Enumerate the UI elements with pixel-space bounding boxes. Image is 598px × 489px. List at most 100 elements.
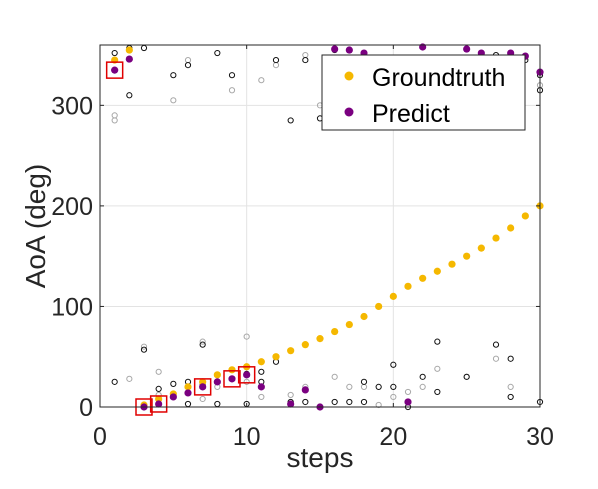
black-circle-point	[346, 398, 353, 406]
y-tick-label: 200	[51, 193, 93, 221]
predict-point	[199, 383, 207, 391]
y-tick-label: 100	[51, 293, 93, 321]
groundtruth-point	[521, 212, 529, 220]
gray-circle-point	[258, 393, 265, 401]
series-predict	[111, 43, 544, 411]
highlight-box	[223, 370, 241, 388]
x-tick-label: 10	[233, 423, 261, 451]
black-circle-point	[287, 117, 294, 124]
gray-circle-point	[243, 378, 250, 385]
groundtruth-point	[125, 46, 133, 54]
highlight-box	[149, 395, 168, 413]
black-circle-point	[390, 361, 397, 368]
groundtruth-point	[463, 252, 471, 260]
plot-frame	[99, 44, 541, 408]
groundtruth-point	[360, 312, 368, 321]
groundtruth-point	[419, 274, 427, 282]
groundtruth-point	[331, 327, 339, 336]
predict-point	[155, 400, 163, 408]
black-circle-point	[155, 385, 162, 392]
groundtruth-point	[477, 244, 485, 252]
groundtruth-point	[155, 395, 163, 403]
highlight-box	[105, 61, 124, 79]
groundtruth-point	[184, 383, 192, 391]
groundtruth-point	[507, 224, 515, 232]
gray-circle-point	[507, 383, 514, 390]
gray-circle-point	[375, 401, 382, 409]
gray-circle-point	[170, 97, 177, 104]
predict-point	[257, 383, 265, 391]
predict-point	[228, 375, 236, 383]
groundtruth-point	[492, 234, 500, 242]
black-circle-point	[184, 62, 192, 69]
predict-point	[301, 386, 309, 394]
gray-circle-point	[390, 393, 397, 401]
black-circle-point	[111, 378, 118, 385]
groundtruth-point	[375, 302, 383, 311]
legend-marker-predict	[344, 107, 354, 117]
black-circle-point	[375, 383, 382, 390]
black-circle-point	[214, 49, 221, 57]
predict-point	[243, 371, 251, 379]
highlight-box	[237, 366, 256, 384]
black-circle-point	[302, 398, 309, 406]
black-circle-point	[463, 373, 470, 380]
series-black-points	[111, 44, 544, 411]
predict-point	[463, 45, 471, 53]
black-circle-point	[302, 56, 309, 64]
black-circle-point	[360, 398, 368, 406]
predict-point	[111, 66, 119, 74]
gray-circle-point	[199, 338, 206, 345]
gray-circle-point	[287, 391, 294, 399]
y-tick-label: 300	[51, 92, 93, 120]
black-circle-point	[140, 346, 148, 353]
predict-point	[125, 55, 133, 63]
predict-point	[404, 398, 412, 406]
gray-circle-point	[111, 117, 118, 124]
legend-label-groundtruth: Groundtruth	[372, 64, 505, 92]
groundtruth-point	[301, 341, 309, 349]
gray-circle-point	[404, 388, 412, 396]
black-circle-point	[331, 398, 338, 406]
black-circle-point	[170, 380, 177, 387]
gray-circle-point	[243, 333, 250, 340]
gray-circle-point	[492, 355, 500, 362]
black-circle-point	[228, 72, 236, 79]
black-circle-point	[170, 72, 177, 79]
groundtruth-point	[213, 371, 221, 379]
gray-circle-point	[346, 383, 353, 390]
predict-point	[169, 393, 177, 401]
black-circle-point	[434, 338, 441, 345]
legend: Groundtruth Predict	[321, 54, 526, 131]
groundtruth-point	[448, 260, 456, 268]
gray-circle-point	[155, 368, 162, 375]
x-tick-label: 0	[93, 423, 107, 451]
black-circle-point	[507, 393, 514, 401]
legend-marker-groundtruth	[344, 71, 354, 81]
groundtruth-point	[316, 335, 324, 343]
predict-point	[419, 43, 427, 51]
gray-circle-point	[199, 395, 206, 403]
gray-circle-point	[126, 375, 133, 382]
x-tick-label: 30	[526, 423, 554, 451]
gray-circle-point	[331, 373, 338, 380]
gray-circle-point	[419, 383, 426, 390]
black-circle-point	[111, 49, 118, 57]
predict-point	[345, 46, 353, 54]
black-circle-point	[419, 373, 426, 380]
black-circle-point	[360, 378, 368, 385]
gray-circle-point	[228, 87, 236, 94]
gray-circle-point	[140, 343, 148, 350]
legend-label-predict: Predict	[372, 100, 450, 128]
groundtruth-point	[228, 366, 236, 374]
y-axis-label: AoA (deg)	[20, 164, 51, 289]
highlight-box	[193, 378, 212, 396]
groundtruth-point	[199, 378, 207, 386]
x-axis-label: steps	[287, 442, 354, 473]
predict-point	[184, 389, 192, 397]
groundtruth-point	[345, 320, 353, 329]
groundtruth-point	[257, 358, 265, 366]
black-circle-point	[272, 56, 280, 64]
y-tick-label: 0	[79, 394, 93, 422]
